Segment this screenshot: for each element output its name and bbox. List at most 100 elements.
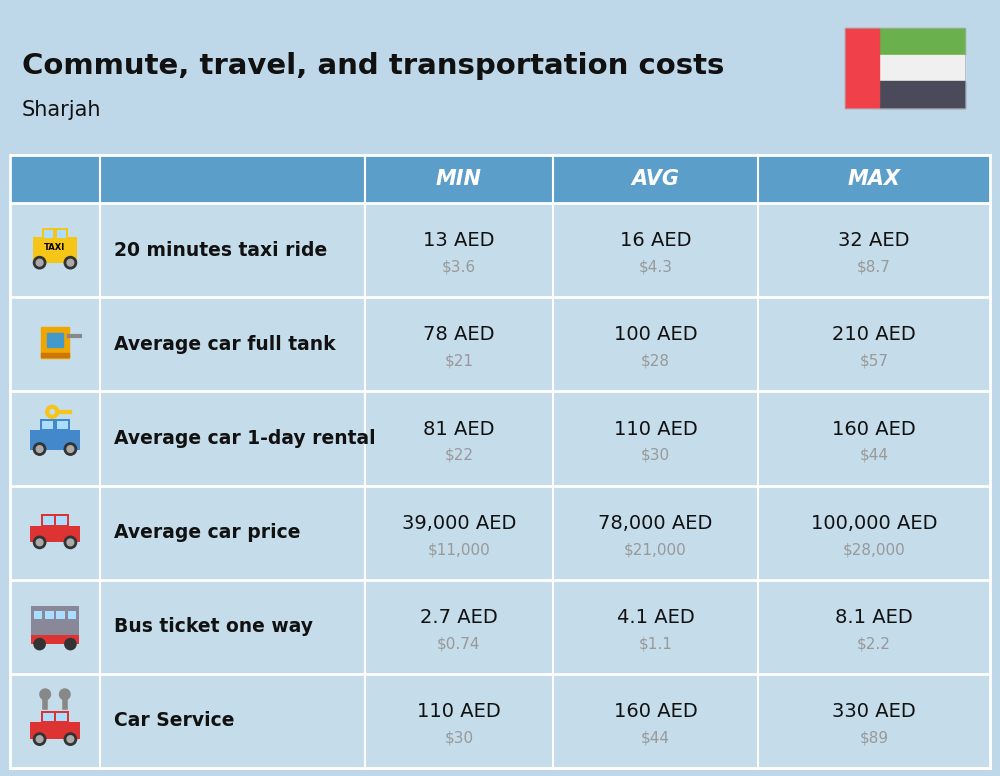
Bar	[40, 419, 70, 431]
Bar	[10, 486, 990, 580]
Bar	[10, 155, 990, 203]
Circle shape	[65, 639, 76, 650]
Bar	[34, 611, 42, 619]
Bar	[56, 713, 67, 722]
Bar	[30, 525, 80, 542]
Bar	[30, 722, 80, 739]
Circle shape	[67, 445, 74, 452]
Bar	[57, 230, 66, 237]
Text: 100,000 AED: 100,000 AED	[811, 514, 937, 532]
Circle shape	[36, 445, 43, 452]
Circle shape	[64, 733, 77, 745]
Text: MIN: MIN	[436, 169, 482, 189]
Text: Bus ticket one way: Bus ticket one way	[114, 617, 313, 636]
Circle shape	[36, 259, 43, 266]
Bar	[31, 606, 79, 643]
Text: 78,000 AED: 78,000 AED	[598, 514, 713, 532]
Text: Average car 1-day rental: Average car 1-day rental	[114, 429, 376, 448]
Bar	[41, 711, 69, 724]
Bar	[68, 611, 76, 619]
Text: Sharjah: Sharjah	[22, 100, 102, 120]
Bar	[10, 391, 990, 486]
Text: $3.6: $3.6	[442, 259, 476, 275]
Text: $89: $89	[859, 730, 889, 746]
Bar	[42, 227, 68, 239]
Text: Car Service: Car Service	[114, 712, 234, 730]
Bar	[45, 611, 54, 619]
Text: 110 AED: 110 AED	[614, 420, 697, 438]
Text: 13 AED: 13 AED	[423, 231, 495, 250]
Text: 20 minutes taxi ride: 20 minutes taxi ride	[114, 241, 327, 260]
Text: $28,000: $28,000	[843, 542, 905, 557]
Bar	[31, 635, 79, 643]
Text: $21: $21	[444, 354, 474, 369]
Bar	[42, 421, 53, 429]
Text: 16 AED: 16 AED	[620, 231, 691, 250]
Circle shape	[64, 443, 77, 456]
Text: $11,000: $11,000	[428, 542, 490, 557]
Text: 39,000 AED: 39,000 AED	[402, 514, 516, 532]
Bar	[879, 81, 965, 108]
Bar	[41, 327, 69, 359]
Bar	[43, 516, 54, 525]
Bar	[845, 28, 965, 108]
Bar	[879, 28, 965, 54]
Text: MAX: MAX	[848, 169, 900, 189]
Circle shape	[67, 736, 74, 743]
Text: 78 AED: 78 AED	[423, 325, 495, 345]
Bar	[845, 28, 879, 108]
Text: $8.7: $8.7	[857, 259, 891, 275]
Text: 330 AED: 330 AED	[832, 702, 916, 721]
Circle shape	[64, 257, 77, 268]
Bar	[56, 611, 65, 619]
Bar	[10, 674, 990, 768]
Text: $0.74: $0.74	[437, 636, 481, 651]
Text: $44: $44	[641, 730, 670, 746]
Circle shape	[34, 639, 45, 650]
Bar	[10, 297, 990, 391]
Bar	[43, 713, 54, 722]
Circle shape	[67, 539, 74, 546]
Text: Average car price: Average car price	[114, 523, 300, 542]
Bar	[30, 430, 80, 449]
Text: Commute, travel, and transportation costs: Commute, travel, and transportation cost…	[22, 52, 724, 80]
Text: 210 AED: 210 AED	[832, 325, 916, 345]
Bar	[44, 230, 53, 237]
Text: $1.1: $1.1	[639, 636, 672, 651]
Text: $44: $44	[860, 448, 889, 462]
Text: 4.1 AED: 4.1 AED	[617, 608, 694, 627]
Bar	[57, 421, 68, 429]
Bar	[10, 155, 990, 768]
Circle shape	[36, 539, 43, 546]
Text: AVG: AVG	[632, 169, 680, 189]
Text: $30: $30	[444, 730, 474, 746]
Bar	[10, 580, 990, 674]
Bar	[56, 516, 67, 525]
Text: TAXI: TAXI	[44, 243, 66, 251]
Text: 8.1 AED: 8.1 AED	[835, 608, 913, 627]
Text: 160 AED: 160 AED	[614, 702, 697, 721]
Bar	[41, 352, 69, 357]
Text: $30: $30	[641, 448, 670, 462]
Text: $21,000: $21,000	[624, 542, 687, 557]
Bar	[10, 203, 990, 297]
Text: $57: $57	[860, 354, 889, 369]
Circle shape	[33, 536, 46, 549]
Text: 81 AED: 81 AED	[423, 420, 495, 438]
Circle shape	[64, 536, 77, 549]
Circle shape	[36, 736, 43, 743]
Bar	[33, 237, 77, 263]
Circle shape	[33, 733, 46, 745]
Bar	[879, 54, 965, 81]
Text: 160 AED: 160 AED	[832, 420, 916, 438]
Circle shape	[67, 259, 74, 266]
Circle shape	[33, 443, 46, 456]
Text: 32 AED: 32 AED	[838, 231, 910, 250]
Text: Average car full tank: Average car full tank	[114, 334, 336, 354]
Circle shape	[33, 257, 46, 268]
Text: $2.2: $2.2	[857, 636, 891, 651]
Text: $28: $28	[641, 354, 670, 369]
Text: 100 AED: 100 AED	[614, 325, 697, 345]
Text: $4.3: $4.3	[639, 259, 672, 275]
Text: 2.7 AED: 2.7 AED	[420, 608, 498, 627]
